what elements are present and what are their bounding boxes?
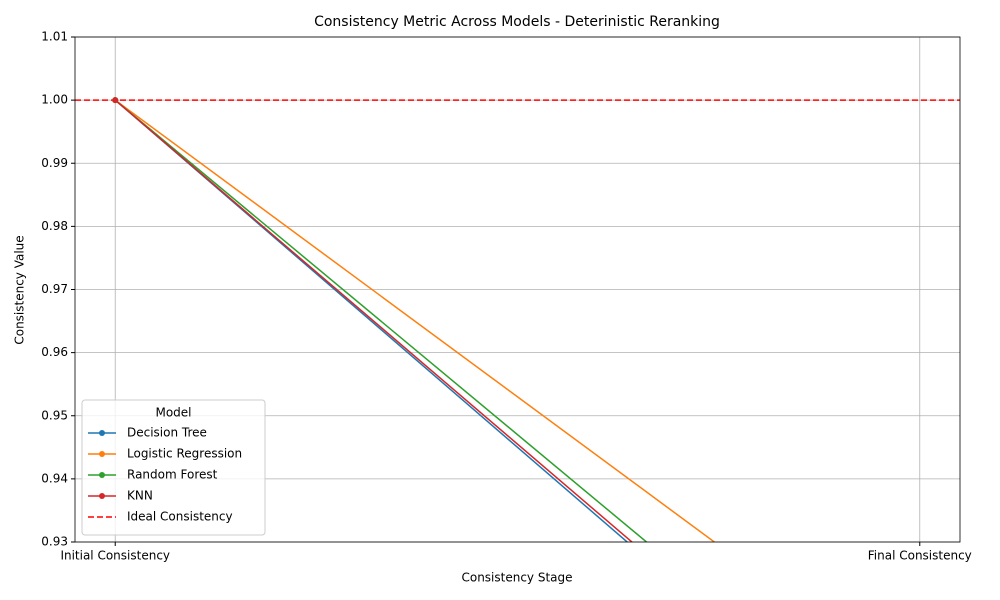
series-line (114, 99, 629, 542)
series-line (114, 99, 634, 542)
y-tick-label: 0.97 (41, 282, 68, 296)
y-tick-label: 0.94 (41, 471, 68, 485)
y-tick-label: 0.95 (41, 408, 68, 422)
legend-marker (99, 451, 105, 457)
legend-marker (99, 472, 105, 478)
x-axis-label: Consistency Stage (461, 571, 572, 585)
legend-title: Model (155, 406, 191, 420)
y-tick-label: 1.01 (41, 30, 68, 44)
series-marker (112, 97, 119, 104)
legend-label: Decision Tree (127, 426, 207, 440)
y-tick-label: 0.96 (41, 345, 68, 359)
legend-box (81, 399, 266, 536)
series-line (114, 99, 716, 542)
x-tick-label: Initial Consistency (60, 549, 170, 563)
y-axis-label: Consistency Value (13, 235, 27, 344)
plot-area (75, 97, 960, 542)
legend-marker (99, 430, 105, 436)
x-tick-label: Final Consistency (868, 549, 972, 563)
legend-label: Ideal Consistency (127, 510, 233, 524)
y-tick-label: 0.99 (41, 156, 68, 170)
series-line (114, 99, 648, 542)
legend-marker (99, 493, 105, 499)
chart-title: Consistency Metric Across Models - Deter… (314, 14, 720, 30)
legend-label: Random Forest (127, 468, 218, 482)
legend-label: KNN (127, 489, 153, 503)
legend: Model Decision Tree Logistic Regression Ran… (81, 399, 266, 536)
y-tick-label: 1.00 (41, 93, 68, 107)
legend-label: Logistic Regression (127, 447, 242, 461)
y-tick-label: 0.93 (41, 535, 68, 549)
plot-frame (74, 36, 961, 543)
y-tick-label: 0.98 (41, 219, 68, 233)
